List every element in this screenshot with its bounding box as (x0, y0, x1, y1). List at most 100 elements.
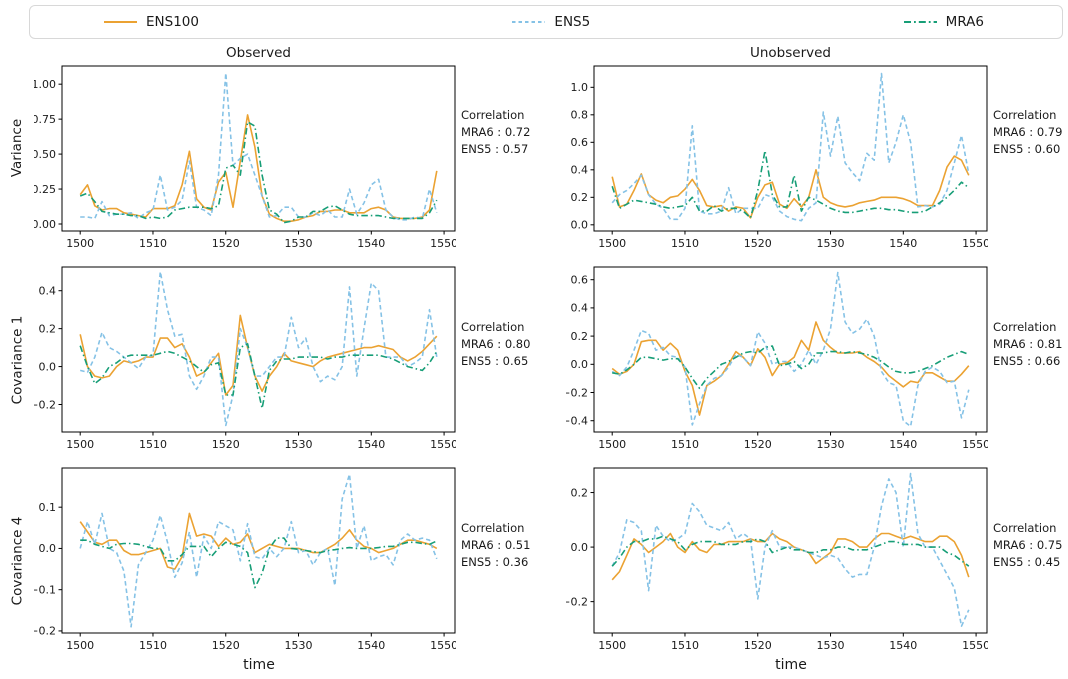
legend: ENS100 ENS5 MRA6 (29, 5, 1063, 39)
correlation-mra6-value: MRA6 : 0.51 (461, 538, 531, 552)
subplot-title-observed: Observed (226, 45, 291, 61)
y-axis-label-covariance1: Covariance 1 (9, 315, 25, 404)
svg-text:1540: 1540 (889, 237, 917, 250)
subplot-covariance4-unobserved: 1500 1510 1520 1530 1540 1550 −0.2 0.0 0.2 (566, 467, 988, 654)
svg-text:0.4: 0.4 (571, 302, 589, 315)
svg-text:0.50: 0.50 (34, 148, 56, 161)
svg-text:1510: 1510 (671, 639, 699, 652)
correlation-ens5-value: ENS5 : 0.66 (993, 354, 1061, 368)
covariance1-unobserved-chart: 1500 1510 1520 1530 1540 1550 −0.4 −0.2 0.0 0.2 0.… (566, 266, 988, 451)
svg-text:1500: 1500 (66, 438, 94, 451)
svg-text:1550: 1550 (962, 438, 988, 451)
svg-text:0.0: 0.0 (571, 219, 589, 232)
svg-text:1500: 1500 (598, 237, 626, 250)
svg-text:1540: 1540 (357, 639, 385, 652)
svg-text:−0.2: −0.2 (34, 398, 56, 411)
x-axis-label-time-left: time (243, 657, 275, 673)
correlation-mra6-value: MRA6 : 0.80 (461, 337, 531, 351)
svg-text:1540: 1540 (357, 237, 385, 250)
mra6-line-sample (903, 21, 937, 23)
svg-text:0.0: 0.0 (39, 542, 57, 555)
correlation-mra6-value: MRA6 : 0.79 (993, 125, 1063, 139)
svg-text:0.75: 0.75 (34, 113, 56, 126)
ens5-line-sample (512, 21, 546, 23)
y-axis-label-variance: Variance (9, 118, 26, 177)
variance-unobserved-chart: 1500 1510 1520 1530 1540 1550 0.0 0.2 0.4 0.6 0.8 1… (571, 65, 988, 250)
svg-text:0.2: 0.2 (571, 191, 589, 204)
svg-text:1520: 1520 (744, 639, 772, 652)
svg-text:1520: 1520 (744, 438, 772, 451)
svg-text:1530: 1530 (817, 438, 845, 451)
correlation-title: Correlation (461, 108, 525, 122)
svg-text:0.00: 0.00 (34, 218, 56, 231)
correlation-mra6-value: MRA6 : 0.81 (993, 337, 1063, 351)
svg-text:0.1: 0.1 (39, 501, 57, 514)
svg-text:0.2: 0.2 (39, 322, 57, 335)
correlation-title: Correlation (993, 521, 1057, 535)
svg-text:1550: 1550 (430, 639, 456, 652)
legend-entry-mra6: MRA6 (903, 14, 984, 30)
svg-text:−0.2: −0.2 (566, 386, 588, 399)
svg-text:0.25: 0.25 (34, 183, 56, 196)
svg-text:0.4: 0.4 (39, 285, 57, 298)
x-axis-label-row: time time (0, 654, 1068, 678)
svg-text:1500: 1500 (598, 438, 626, 451)
svg-text:−0.2: −0.2 (566, 595, 588, 608)
correlation-covariance1-unobserved: Correlation MRA6 : 0.81 ENS5 : 0.66 (988, 266, 1068, 453)
svg-text:0.2: 0.2 (571, 330, 589, 343)
legend-label-mra6: MRA6 (945, 14, 984, 30)
svg-text:0.8: 0.8 (571, 109, 589, 122)
y-axis-label-cell: Covariance 4 (0, 467, 34, 654)
legend-label-ens5: ENS5 (554, 14, 591, 30)
svg-text:1520: 1520 (212, 237, 240, 250)
svg-text:1550: 1550 (430, 237, 456, 250)
row-covariance1: Covariance 1 1500 1510 1520 1530 1540 1550 −0.… (0, 266, 1068, 453)
svg-text:1.0: 1.0 (571, 81, 589, 94)
row-covariance4: Covariance 4 1500 1510 1520 1530 1540 1550 −0.… (0, 467, 1068, 654)
legend-entry-ens5: ENS5 (512, 14, 590, 30)
svg-text:1550: 1550 (962, 237, 988, 250)
correlation-covariance1-observed: Correlation MRA6 : 0.80 ENS5 : 0.65 (456, 266, 566, 453)
row-variance: Variance Observed 1500 1510 1520 1530 1540 15… (0, 43, 1068, 252)
y-axis-label-cell: Variance (0, 43, 34, 252)
subplot-variance-observed: Observed 1500 1510 1520 1530 1540 1550 0.00 0.2… (34, 43, 456, 252)
svg-text:1540: 1540 (357, 438, 385, 451)
svg-text:0.0: 0.0 (39, 360, 57, 373)
svg-text:1540: 1540 (889, 438, 917, 451)
correlation-title: Correlation (461, 521, 525, 535)
svg-text:−0.2: −0.2 (34, 625, 56, 638)
svg-text:0.0: 0.0 (571, 358, 589, 371)
correlation-covariance4-observed: Correlation MRA6 : 0.51 ENS5 : 0.36 (456, 467, 566, 654)
svg-text:1520: 1520 (212, 639, 240, 652)
correlation-ens5-value: ENS5 : 0.57 (461, 142, 529, 156)
subplot-covariance4-observed: 1500 1510 1520 1530 1540 1550 −0.2 −0.1 0.0 0.1 (34, 467, 456, 654)
correlation-mra6-value: MRA6 : 0.75 (993, 538, 1063, 552)
ens100-line-sample (104, 21, 137, 23)
legend-entry-ens100: ENS100 (104, 14, 199, 30)
correlation-title: Correlation (993, 108, 1057, 122)
variance-observed-chart: 1500 1510 1520 1530 1540 1550 0.00 0.25 0.50 0.75… (34, 65, 456, 250)
correlation-title: Correlation (993, 320, 1057, 334)
correlation-ens5-value: ENS5 : 0.45 (993, 555, 1061, 569)
svg-text:0.6: 0.6 (571, 136, 589, 149)
svg-text:1500: 1500 (66, 237, 94, 250)
svg-text:1510: 1510 (671, 438, 699, 451)
svg-text:1500: 1500 (598, 639, 626, 652)
svg-text:1550: 1550 (962, 639, 988, 652)
correlation-covariance4-unobserved: Correlation MRA6 : 0.75 ENS5 : 0.45 (988, 467, 1068, 654)
svg-text:−0.4: −0.4 (566, 415, 588, 428)
svg-text:1530: 1530 (285, 438, 313, 451)
legend-label-ens100: ENS100 (146, 14, 199, 30)
svg-text:1530: 1530 (817, 237, 845, 250)
svg-text:1510: 1510 (139, 438, 167, 451)
svg-text:−0.1: −0.1 (34, 583, 56, 596)
svg-text:1500: 1500 (66, 639, 94, 652)
svg-text:1550: 1550 (430, 438, 456, 451)
correlation-ens5-value: ENS5 : 0.65 (461, 354, 529, 368)
svg-text:0.4: 0.4 (571, 164, 589, 177)
correlation-mra6-value: MRA6 : 0.72 (461, 125, 531, 139)
svg-text:1520: 1520 (212, 438, 240, 451)
svg-text:1530: 1530 (285, 639, 313, 652)
svg-text:1510: 1510 (671, 237, 699, 250)
